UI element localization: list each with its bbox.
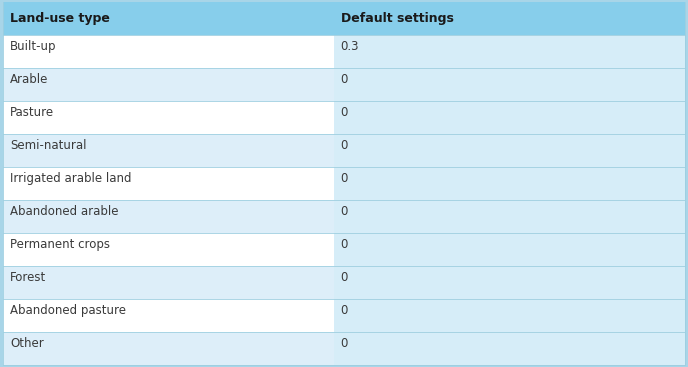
Text: 0: 0 <box>341 172 348 185</box>
Text: Arable: Arable <box>10 73 49 86</box>
Text: Built-up: Built-up <box>10 40 57 53</box>
Text: 0: 0 <box>341 271 348 284</box>
Text: 0: 0 <box>341 238 348 251</box>
Bar <box>3 2 685 35</box>
Bar <box>334 68 685 101</box>
Bar <box>334 266 685 299</box>
Bar <box>3 266 334 299</box>
Text: Semi-natural: Semi-natural <box>10 139 87 152</box>
Text: Permanent crops: Permanent crops <box>10 238 110 251</box>
Text: Abandoned arable: Abandoned arable <box>10 205 119 218</box>
Text: Land-use type: Land-use type <box>10 12 110 25</box>
Text: 0: 0 <box>341 106 348 119</box>
Bar <box>334 233 685 266</box>
Bar <box>3 167 334 200</box>
Bar <box>334 299 685 332</box>
Text: 0: 0 <box>341 139 348 152</box>
Bar <box>3 299 334 332</box>
Bar <box>334 35 685 68</box>
Bar <box>334 200 685 233</box>
Bar <box>3 101 334 134</box>
Text: Default settings: Default settings <box>341 12 453 25</box>
Bar <box>3 332 334 365</box>
Bar <box>334 167 685 200</box>
Bar <box>3 233 334 266</box>
Bar <box>3 35 334 68</box>
Bar <box>334 101 685 134</box>
Bar <box>3 134 334 167</box>
Text: Forest: Forest <box>10 271 47 284</box>
Text: 0: 0 <box>341 205 348 218</box>
Text: Other: Other <box>10 337 44 350</box>
Text: Irrigated arable land: Irrigated arable land <box>10 172 132 185</box>
Bar <box>334 134 685 167</box>
Text: Pasture: Pasture <box>10 106 54 119</box>
Text: Abandoned pasture: Abandoned pasture <box>10 304 127 317</box>
Bar <box>334 332 685 365</box>
Text: 0: 0 <box>341 337 348 350</box>
Text: 0.3: 0.3 <box>341 40 359 53</box>
Bar <box>3 200 334 233</box>
Bar <box>3 68 334 101</box>
Text: 0: 0 <box>341 73 348 86</box>
Text: 0: 0 <box>341 304 348 317</box>
